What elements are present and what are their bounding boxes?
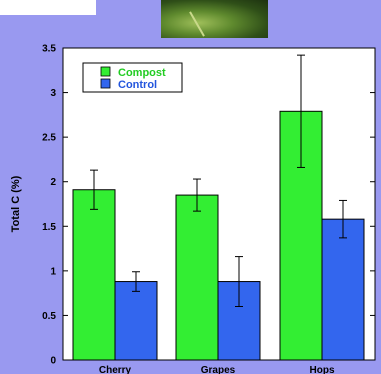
- y-tick-label: 0: [50, 356, 56, 367]
- bar-control-hops: [321, 218, 365, 361]
- bar-compost-cherry: [72, 189, 116, 361]
- legend-swatch-control: [100, 78, 111, 89]
- legend-swatch-compost: [100, 66, 111, 77]
- error-bars: [90, 54, 347, 308]
- x-category-label-grapes: Grapes: [201, 365, 236, 374]
- legend: Compost Control: [82, 62, 183, 93]
- legend-label-control: Control: [118, 79, 157, 91]
- bars: [72, 110, 365, 361]
- legend-label-compost: Compost: [118, 67, 166, 79]
- y-tick-label: 3.5: [42, 44, 56, 55]
- bar-control-cherry: [114, 281, 158, 361]
- y-tick-label: 1: [50, 266, 56, 277]
- y-tick-label: 2: [50, 177, 56, 188]
- category-labels: Cherry Grapes Hops: [99, 365, 335, 374]
- y-tick-label: 2.5: [42, 133, 56, 144]
- y-axis-title: Total C (%): [10, 175, 22, 232]
- top-white-strip: [0, 0, 96, 15]
- bar-compost-grapes: [175, 194, 219, 361]
- y-tick-label: 1.5: [42, 222, 56, 233]
- leaf-photo: [161, 0, 268, 38]
- y-tick-label: 3: [50, 88, 56, 99]
- y-tick-label: 0.5: [42, 311, 56, 322]
- legend-box: [82, 62, 183, 93]
- x-category-label-hops: Hops: [310, 365, 335, 374]
- y-axis-ticks: 0 0.5 1 1.5 2 2.5 3 3.5: [42, 44, 375, 367]
- x-category-label-cherry: Cherry: [99, 365, 132, 374]
